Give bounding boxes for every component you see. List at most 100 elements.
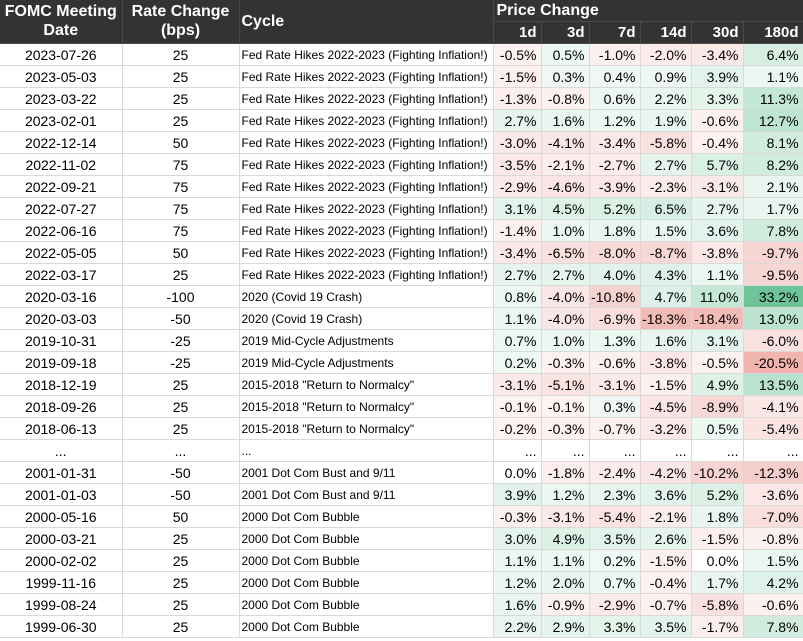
cell-change-1d[interactable]: -3.0% (493, 131, 542, 154)
cell-change-1d[interactable]: 0.2% (493, 351, 542, 374)
cell-change-30d[interactable]: -3.1% (691, 175, 744, 198)
cell-change-30d[interactable]: 4.9% (691, 373, 744, 396)
cell-change-3d[interactable]: -0.3% (541, 351, 590, 374)
cell-rate-change[interactable]: ... (122, 439, 240, 462)
cell-change-7d[interactable]: 0.7% (589, 571, 641, 594)
cell-change-3d[interactable]: 1.1% (541, 549, 590, 572)
cell-change-30d[interactable]: -5.8% (691, 593, 744, 616)
cell-change-180d[interactable]: 2.1% (743, 175, 803, 198)
cell-change-180d[interactable]: 8.1% (743, 131, 803, 154)
cell-change-14d[interactable]: -0.4% (640, 571, 692, 594)
cell-cycle[interactable]: 2019 Mid-Cycle Adjustments (239, 351, 494, 374)
cell-date[interactable]: 2019-09-18 (0, 351, 123, 374)
cell-change-14d[interactable]: -2.1% (640, 505, 692, 528)
cell-cycle[interactable]: Fed Rate Hikes 2022-2023 (Fighting Infla… (239, 175, 494, 198)
cell-cycle[interactable]: 2000 Dot Com Bubble (239, 505, 494, 528)
cell-change-180d[interactable]: -9.7% (743, 241, 803, 264)
cell-date[interactable]: 2018-12-19 (0, 373, 123, 396)
cell-change-14d[interactable]: -2.0% (640, 43, 692, 66)
cell-change-3d[interactable]: -2.1% (541, 153, 590, 176)
cell-change-3d[interactable]: -4.6% (541, 175, 590, 198)
cell-change-3d[interactable]: 4.5% (541, 197, 590, 220)
cell-cycle[interactable]: 2000 Dot Com Bubble (239, 527, 494, 550)
cell-date[interactable]: 2000-03-21 (0, 527, 123, 550)
cell-cycle[interactable]: 2020 (Covid 19 Crash) (239, 285, 494, 308)
cell-change-1d[interactable]: 3.1% (493, 197, 542, 220)
cell-date[interactable]: 2022-09-21 (0, 175, 123, 198)
cell-change-30d[interactable]: 2.7% (691, 197, 744, 220)
cell-cycle[interactable]: Fed Rate Hikes 2022-2023 (Fighting Infla… (239, 65, 494, 88)
cell-change-180d[interactable]: ... (743, 439, 803, 462)
cell-date[interactable]: 2018-06-13 (0, 417, 123, 440)
cell-cycle[interactable]: 2000 Dot Com Bubble (239, 615, 494, 638)
cell-change-30d[interactable]: 5.2% (691, 483, 744, 506)
cell-cycle[interactable]: ... (239, 439, 494, 462)
cell-change-3d[interactable]: 4.9% (541, 527, 590, 550)
cell-change-180d[interactable]: 1.1% (743, 65, 803, 88)
cell-change-180d[interactable]: -12.3% (743, 461, 803, 484)
cell-change-180d[interactable]: 12.7% (743, 109, 803, 132)
cell-change-1d[interactable]: -3.4% (493, 241, 542, 264)
cell-change-1d[interactable]: -0.3% (493, 505, 542, 528)
cell-change-7d[interactable]: -6.9% (589, 307, 641, 330)
cell-change-7d[interactable]: -8.0% (589, 241, 641, 264)
cell-date[interactable]: 2022-06-16 (0, 219, 123, 242)
cell-rate-change[interactable]: -25 (122, 329, 240, 352)
cell-cycle[interactable]: Fed Rate Hikes 2022-2023 (Fighting Infla… (239, 197, 494, 220)
cell-cycle[interactable]: 2015-2018 "Return to Normalcy" (239, 395, 494, 418)
cell-change-1d[interactable]: -1.3% (493, 87, 542, 110)
cell-change-1d[interactable]: ... (493, 439, 542, 462)
cell-change-3d[interactable]: 2.7% (541, 263, 590, 286)
cell-change-7d[interactable]: -2.9% (589, 593, 641, 616)
cell-change-3d[interactable]: 0.3% (541, 65, 590, 88)
cell-change-1d[interactable]: 1.6% (493, 593, 542, 616)
cell-rate-change[interactable]: 25 (122, 615, 240, 638)
cell-change-1d[interactable]: 1.1% (493, 549, 542, 572)
cell-change-180d[interactable]: 7.8% (743, 219, 803, 242)
cell-change-3d[interactable]: -1.8% (541, 461, 590, 484)
cell-change-14d[interactable]: 4.3% (640, 263, 692, 286)
cell-rate-change[interactable]: 50 (122, 131, 240, 154)
cell-change-30d[interactable]: 3.6% (691, 219, 744, 242)
cell-cycle[interactable]: Fed Rate Hikes 2022-2023 (Fighting Infla… (239, 87, 494, 110)
cell-change-30d[interactable]: -8.9% (691, 395, 744, 418)
cell-date[interactable]: 2023-02-01 (0, 109, 123, 132)
cell-change-7d[interactable]: 2.3% (589, 483, 641, 506)
cell-change-3d[interactable]: -0.1% (541, 395, 590, 418)
cell-change-30d[interactable]: 3.3% (691, 87, 744, 110)
cell-rate-change[interactable]: 50 (122, 505, 240, 528)
cell-cycle[interactable]: Fed Rate Hikes 2022-2023 (Fighting Infla… (239, 131, 494, 154)
cell-change-30d[interactable]: -0.6% (691, 109, 744, 132)
cell-cycle[interactable]: 2020 (Covid 19 Crash) (239, 307, 494, 330)
cell-change-1d[interactable]: -2.9% (493, 175, 542, 198)
header-rate-change[interactable]: Rate Change (bps) (122, 0, 240, 44)
cell-change-3d[interactable]: 1.6% (541, 109, 590, 132)
cell-cycle[interactable]: 2001 Dot Com Bust and 9/11 (239, 483, 494, 506)
cell-change-1d[interactable]: -1.4% (493, 219, 542, 242)
cell-change-30d[interactable]: 11.0% (691, 285, 744, 308)
cell-change-30d[interactable]: 5.7% (691, 153, 744, 176)
cell-change-7d[interactable]: 0.4% (589, 65, 641, 88)
cell-cycle[interactable]: Fed Rate Hikes 2022-2023 (Fighting Infla… (239, 219, 494, 242)
cell-change-30d[interactable]: ... (691, 439, 744, 462)
cell-rate-change[interactable]: -50 (122, 461, 240, 484)
header-cycle[interactable]: Cycle (239, 0, 494, 44)
cell-rate-change[interactable]: 25 (122, 109, 240, 132)
cell-change-14d[interactable]: -3.2% (640, 417, 692, 440)
cell-change-180d[interactable]: 6.4% (743, 43, 803, 66)
header-period-1d[interactable]: 1d (493, 21, 542, 44)
cell-change-180d[interactable]: 33.2% (743, 285, 803, 308)
cell-change-180d[interactable]: 4.2% (743, 571, 803, 594)
cell-change-7d[interactable]: -2.7% (589, 153, 641, 176)
cell-change-14d[interactable]: -0.7% (640, 593, 692, 616)
header-period-14d[interactable]: 14d (640, 21, 692, 44)
cell-change-3d[interactable]: 1.2% (541, 483, 590, 506)
cell-rate-change[interactable]: 25 (122, 395, 240, 418)
header-period-3d[interactable]: 3d (541, 21, 590, 44)
cell-change-3d[interactable]: 2.9% (541, 615, 590, 638)
cell-change-1d[interactable]: -0.5% (493, 43, 542, 66)
cell-cycle[interactable]: Fed Rate Hikes 2022-2023 (Fighting Infla… (239, 43, 494, 66)
cell-date[interactable]: 2001-01-03 (0, 483, 123, 506)
cell-change-180d[interactable]: 13.0% (743, 307, 803, 330)
cell-change-7d[interactable]: 1.2% (589, 109, 641, 132)
